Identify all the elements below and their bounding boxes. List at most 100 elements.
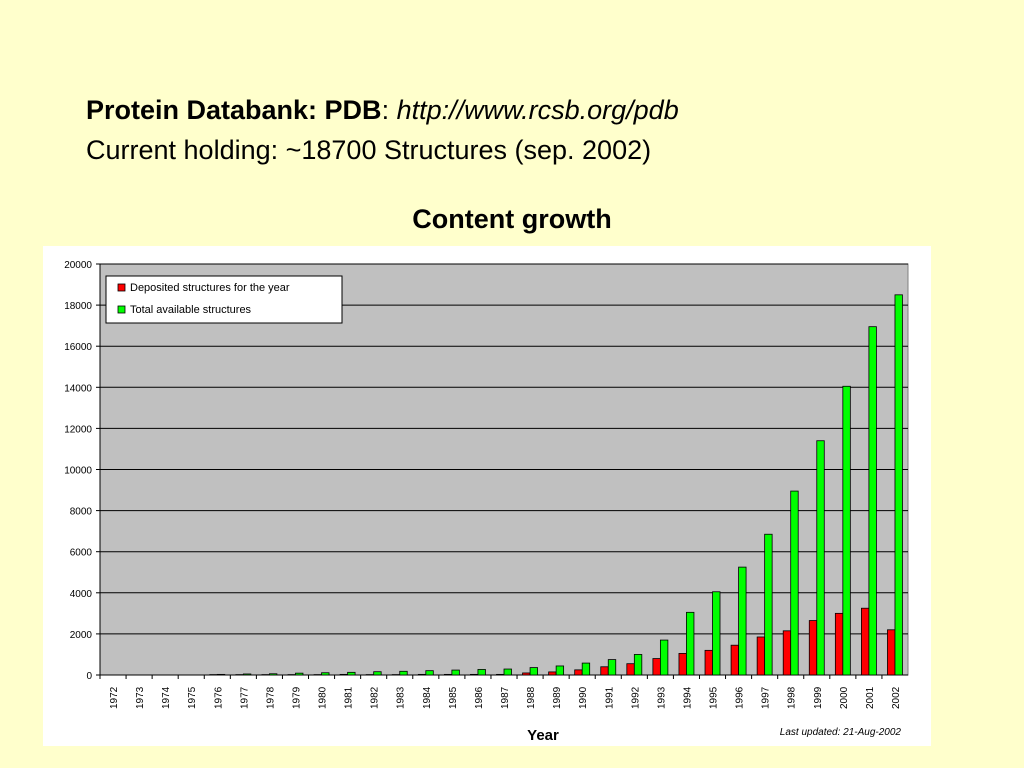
legend-swatch — [117, 305, 126, 314]
x-tick-label: 1978 — [265, 686, 276, 709]
x-tick-label: 1977 — [239, 686, 250, 709]
bar-total — [399, 670, 408, 676]
heading-line-2: Current holding: ~18700 Structures (sep.… — [86, 135, 652, 165]
bar-total — [868, 326, 877, 676]
bar-total — [712, 591, 721, 676]
legend-swatch — [117, 283, 126, 292]
heading-line-1: Protein Databank: PDB: http://www.rcsb.o… — [86, 90, 679, 130]
x-tick-label: 1999 — [813, 686, 824, 709]
bar-deposited — [756, 636, 766, 676]
bar-deposited — [496, 673, 505, 676]
bar-deposited — [417, 673, 427, 676]
bar-total — [894, 294, 903, 676]
x-tick-label: 1995 — [709, 686, 720, 709]
y-tick-label: 14000 — [64, 383, 92, 394]
legend-label: Deposited structures for the year — [130, 282, 290, 294]
legend-label: Total available structures — [130, 304, 252, 316]
bar-total — [347, 671, 356, 676]
y-tick-label: 16000 — [64, 342, 92, 353]
x-tick-label: 1994 — [682, 686, 693, 709]
bar-deposited — [443, 673, 453, 676]
y-tick-label: 18000 — [64, 301, 92, 312]
chart-container: 0 2000 4000 6000 8000 10000 12000 14000 16000 180… — [43, 246, 931, 746]
bar-total — [373, 671, 382, 676]
x-tick-label: 1996 — [735, 686, 746, 709]
bar-total — [451, 669, 460, 676]
bar-deposited — [574, 669, 583, 676]
x-tick-label: 1998 — [787, 686, 798, 709]
y-tick-label: 10000 — [64, 466, 92, 477]
x-tick-label: 1989 — [552, 686, 563, 709]
x-tick-label: 1983 — [396, 686, 407, 709]
x-tick-label: 1986 — [474, 686, 485, 709]
bar-chart: 0 2000 4000 6000 8000 10000 12000 14000 16000 180… — [64, 260, 909, 744]
y-tick-label: 6000 — [70, 548, 93, 559]
x-tick-label: 1997 — [761, 686, 772, 709]
x-tick-label: 1976 — [213, 686, 224, 709]
bar-total — [790, 490, 799, 676]
x-tick-label: 2000 — [839, 686, 850, 709]
bar-deposited — [339, 673, 349, 676]
x-tick-label: 1984 — [422, 686, 433, 709]
y-tick-label: 20000 — [64, 260, 92, 271]
bar-total — [816, 440, 825, 676]
bar-total — [216, 673, 226, 676]
bar-total — [842, 385, 851, 676]
bar-total — [321, 672, 330, 676]
bar-deposited — [730, 644, 739, 676]
bar-deposited — [887, 629, 896, 676]
heading-title: Protein Databank: PDB — [86, 95, 382, 125]
bar-total — [659, 639, 669, 676]
bar-total — [686, 611, 695, 676]
bar-deposited — [522, 672, 531, 676]
x-tick-label: 1972 — [109, 686, 120, 709]
bar-deposited — [600, 666, 609, 676]
bar-total — [555, 665, 565, 676]
bar-total — [529, 667, 538, 676]
x-tick-label: 1992 — [630, 686, 641, 709]
bar-total — [477, 669, 486, 676]
bar-deposited — [834, 612, 844, 676]
legend — [105, 275, 343, 324]
x-tick-label: 1990 — [578, 686, 589, 709]
bar-total — [295, 672, 304, 676]
x-tick-label: 1993 — [656, 686, 667, 709]
x-tick-label: 1974 — [161, 686, 172, 709]
heading-separator: : — [381, 95, 397, 125]
x-tick-label: 1988 — [526, 686, 537, 709]
x-tick-label: 2002 — [891, 686, 902, 709]
bar-deposited — [626, 663, 635, 676]
x-tick-label: 1979 — [291, 686, 302, 709]
bar-deposited — [548, 671, 557, 676]
bar-deposited — [704, 649, 713, 676]
x-tick-label: 1987 — [500, 686, 511, 709]
x-tick-label: 2001 — [865, 686, 876, 709]
x-tick-label: 1985 — [448, 686, 459, 709]
bar-deposited — [678, 653, 687, 676]
bar-deposited — [808, 620, 818, 676]
bar-total — [607, 659, 617, 676]
y-tick-label: 8000 — [70, 507, 93, 518]
bar-deposited — [782, 630, 792, 676]
y-tick-label: 4000 — [70, 589, 93, 600]
x-axis-label: Year — [527, 727, 559, 744]
bar-total — [242, 673, 252, 676]
bar-total — [633, 654, 643, 676]
x-tick-label: 1991 — [604, 686, 615, 709]
x-tick-label: 1981 — [344, 686, 355, 709]
bar-total — [764, 533, 773, 676]
bar-total — [425, 670, 434, 676]
bar-total — [738, 566, 747, 676]
bar-deposited — [652, 658, 661, 676]
y-tick-label: 0 — [86, 671, 92, 682]
bar-total — [503, 668, 512, 676]
heading-url[interactable]: http://www.rcsb.org/pdb — [396, 95, 679, 125]
bar-deposited — [861, 607, 870, 676]
x-tick-label: 1982 — [370, 686, 381, 709]
footnote: Last updated: 21-Aug-2002 — [780, 727, 902, 738]
y-tick-label: 2000 — [70, 630, 93, 641]
chart-title: Content growth — [412, 204, 612, 234]
bar-total — [269, 673, 278, 676]
bar-deposited — [470, 673, 479, 676]
bar-total — [581, 662, 591, 676]
